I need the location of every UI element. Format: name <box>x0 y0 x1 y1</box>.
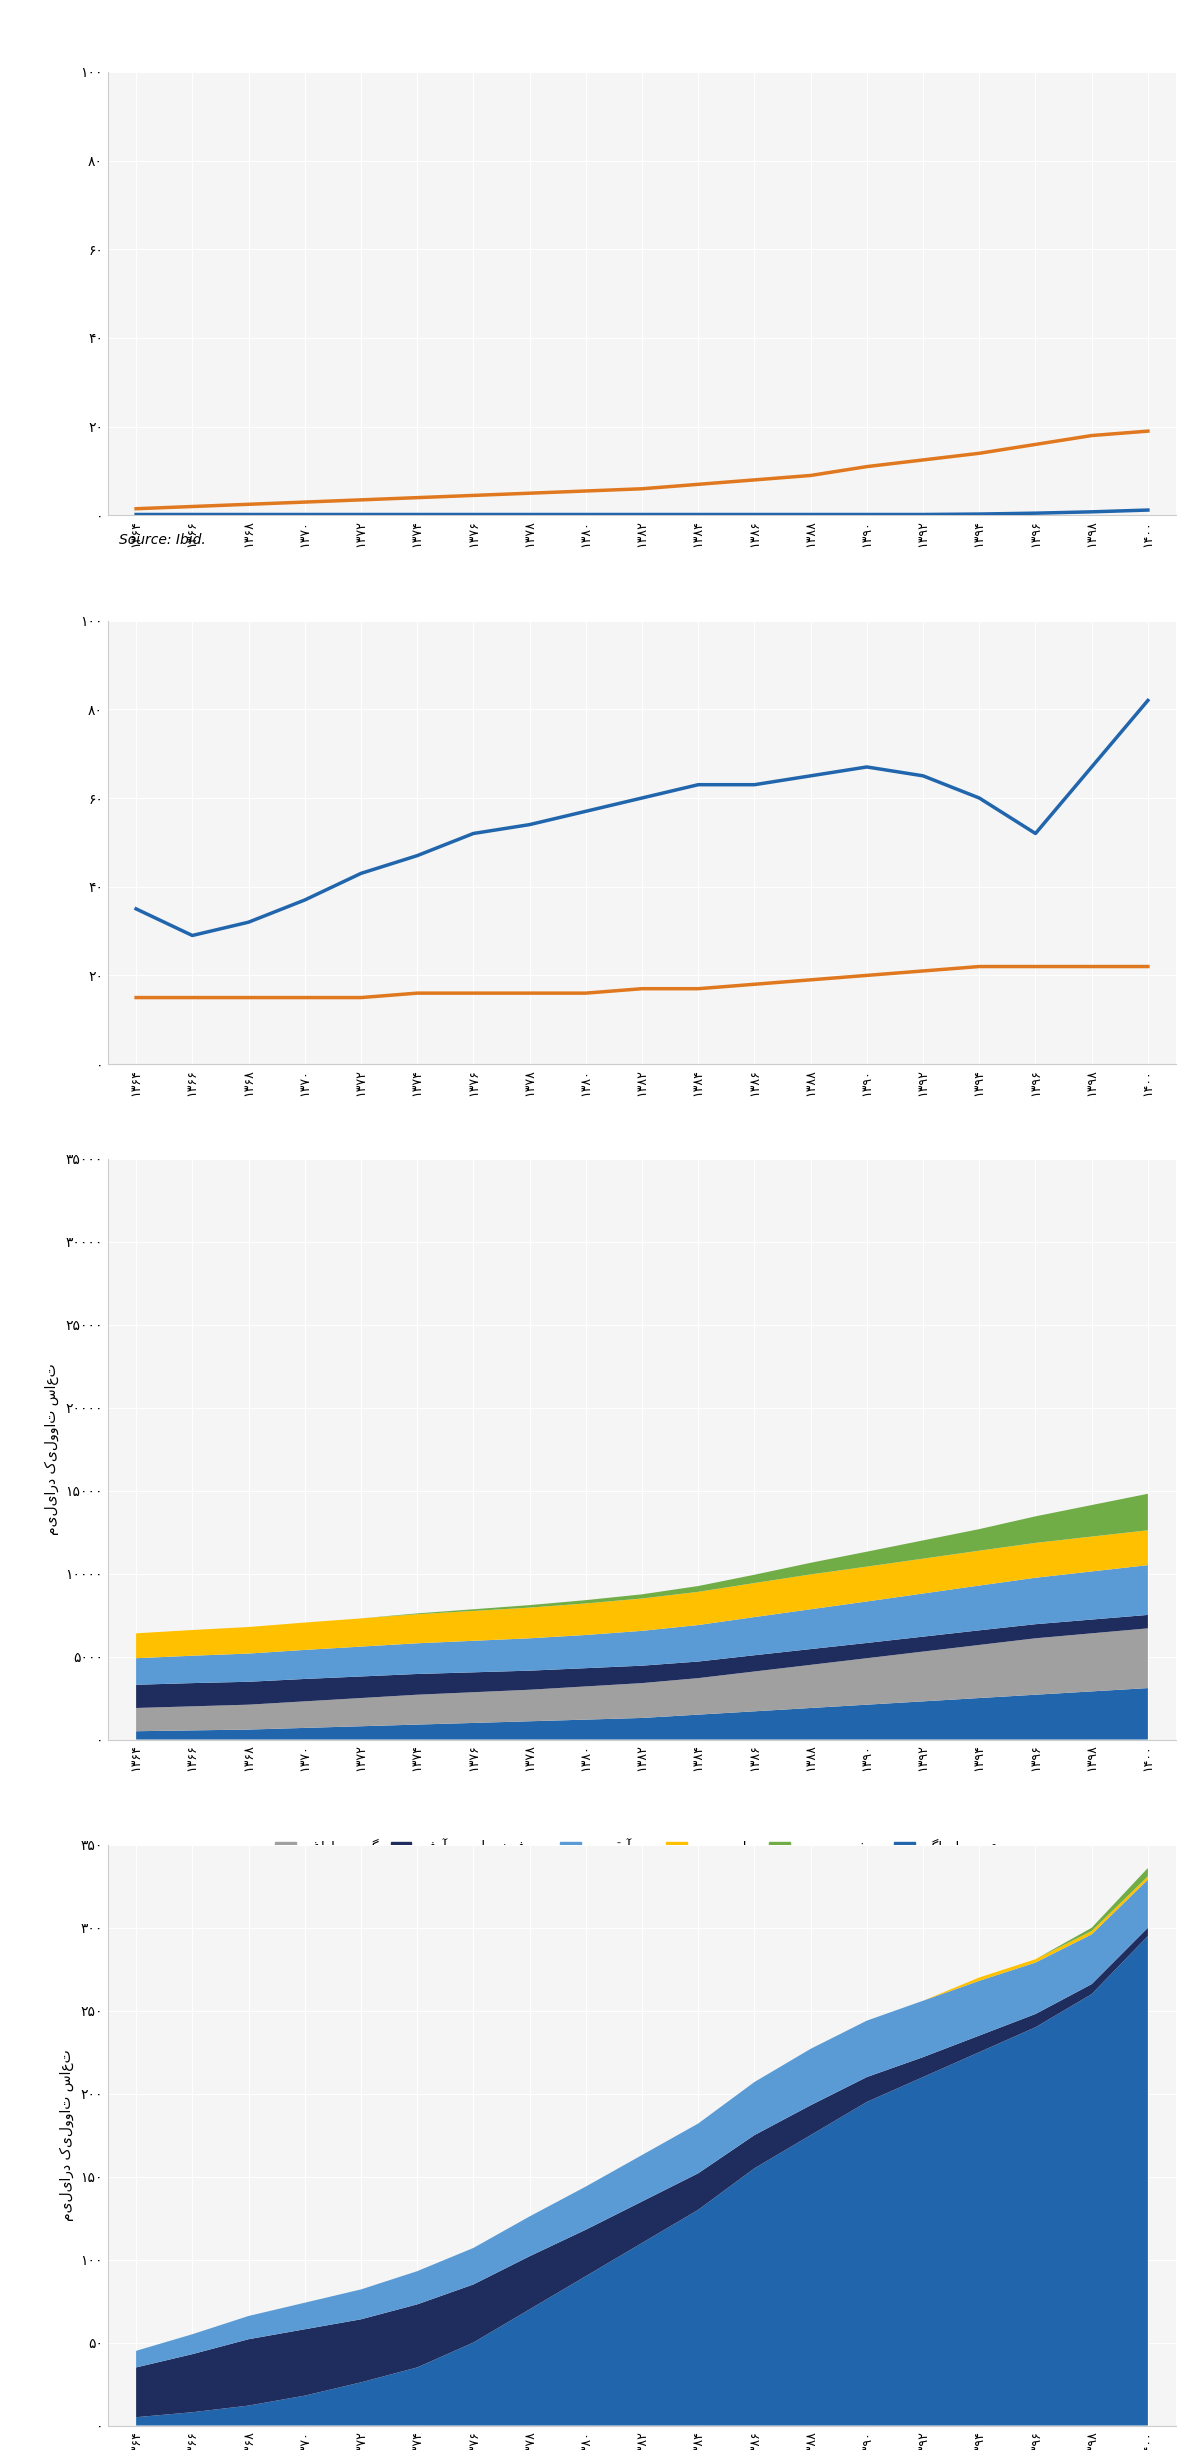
Legend: زغال سنگ, فرآورده‌های نفتی, برق آبی, هسته‌ای, تجدیدپذیر, گاز طبیعی: زغال سنگ, فرآورده‌های نفتی, برق آبی, هست… <box>269 1833 1015 1860</box>
Legend: ایران, جهان: ایران, جهان <box>518 615 766 649</box>
Text: شکل۳.نمودار میزان برق تولیدی از هریک از منابع انرژی در ایران از سال ۱۳۶۴ الی۱۴۰۱: شکل۳.نمودار میزان برق تولیدی از هریک از … <box>228 1806 1056 1825</box>
Text: شکل۱۱.نمودار سهم انرژی‌های تجدیدپذیر (غیربرقامی) در تولیدبرق ایران وجهان از سال : شکل۱۱.نمودار سهم انرژی‌های تجدیدپذیر (غی… <box>121 34 1163 51</box>
Y-axis label: میلیارد کیلووات ساعت: میلیارد کیلووات ساعت <box>59 2048 73 2222</box>
Legend: ایران, جهان: ایران, جهان <box>518 1164 766 1198</box>
Text: شکل۴.نمودار میزان برق تولیدی از هریک از منابع انرژی در جهان از سال ۱۳۶۴ الی۱۴۰۱: شکل۴.نمودار میزان برق تولیدی از هریک از … <box>232 1120 1052 1139</box>
Y-axis label: میلیارد کیلووات ساعت: میلیارد کیلووات ساعت <box>44 1362 59 1536</box>
Text: شکل۶.نمودار سهم گاز طبیعی در تولیدبرق ایران وجهان از سال ۱۳۶۴ الی۱۴۰۱(درصد): شکل۶.نمودار سهم گاز طبیعی در تولیدبرق ای… <box>236 583 1048 600</box>
Text: Source: Ibid.: Source: Ibid. <box>119 534 205 546</box>
